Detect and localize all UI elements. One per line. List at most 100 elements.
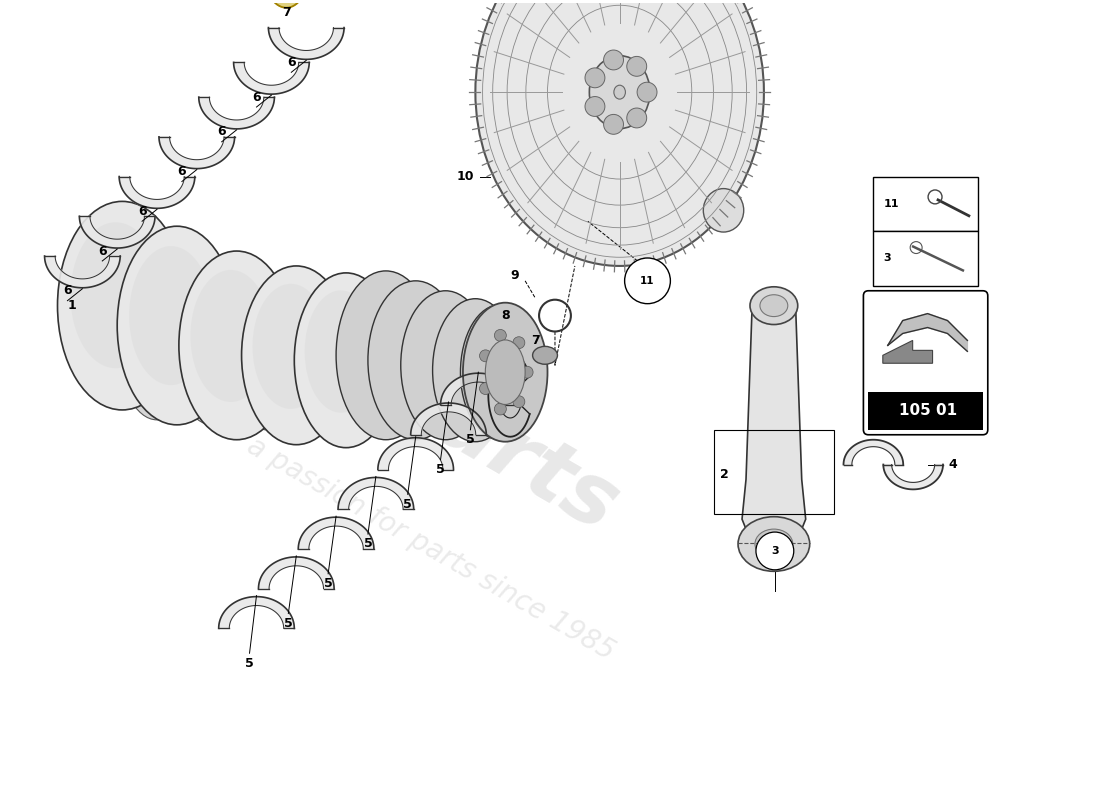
Polygon shape [268,28,344,59]
Polygon shape [883,341,933,363]
Polygon shape [488,354,530,437]
Text: europaarts: europaarts [129,210,632,550]
Circle shape [604,50,624,70]
Polygon shape [79,216,155,248]
Polygon shape [119,177,195,208]
Polygon shape [441,373,516,405]
Ellipse shape [738,517,810,571]
Circle shape [521,366,534,378]
Ellipse shape [174,276,250,425]
Ellipse shape [532,346,558,364]
Ellipse shape [750,286,798,325]
Ellipse shape [760,294,788,317]
Polygon shape [45,256,120,288]
Text: 6: 6 [218,126,226,138]
Ellipse shape [70,222,161,368]
Circle shape [604,114,624,134]
Ellipse shape [400,290,491,440]
Text: 7: 7 [530,334,539,347]
Circle shape [627,108,647,128]
Text: 3: 3 [883,254,891,263]
Ellipse shape [118,261,197,420]
Polygon shape [410,403,486,434]
Text: 2: 2 [719,468,728,481]
Text: 5: 5 [404,498,412,510]
Polygon shape [888,314,967,351]
Text: 6: 6 [177,165,186,178]
Circle shape [494,403,506,415]
Text: 5: 5 [437,463,444,476]
Ellipse shape [190,270,272,402]
Text: 5: 5 [466,434,475,446]
Text: 1: 1 [68,299,77,312]
Polygon shape [378,438,453,470]
Text: 11: 11 [640,276,654,286]
Ellipse shape [485,340,525,405]
Ellipse shape [432,298,518,442]
Bar [873,177,978,231]
Circle shape [637,82,657,102]
Text: 7: 7 [282,6,290,19]
Text: 105 01: 105 01 [899,403,957,418]
Ellipse shape [463,302,548,442]
Text: 6: 6 [287,56,296,69]
Text: 6: 6 [98,245,107,258]
Circle shape [585,97,605,117]
Text: 5: 5 [284,617,293,630]
Text: 8: 8 [500,309,509,322]
Text: 6: 6 [138,205,146,218]
Ellipse shape [118,226,236,425]
Text: 6: 6 [252,90,261,104]
Circle shape [625,258,670,304]
Bar [873,231,978,286]
Polygon shape [258,557,334,589]
Circle shape [513,337,525,349]
Text: 9: 9 [510,270,519,282]
Ellipse shape [461,305,540,440]
Ellipse shape [253,284,329,409]
Polygon shape [160,137,234,169]
Polygon shape [338,478,414,510]
FancyArrowPatch shape [766,314,782,516]
Polygon shape [883,465,943,490]
Bar [868,392,982,430]
Ellipse shape [295,273,398,448]
Polygon shape [219,597,295,629]
Text: 6: 6 [63,284,72,298]
Circle shape [627,57,647,76]
Text: 5: 5 [245,657,254,670]
Circle shape [494,330,506,342]
Circle shape [756,532,794,570]
Text: 11: 11 [883,199,899,209]
Ellipse shape [179,251,295,440]
Circle shape [480,350,492,362]
Text: 3: 3 [771,546,779,556]
Text: 10: 10 [456,170,474,183]
Polygon shape [264,0,311,8]
Circle shape [480,382,492,394]
Ellipse shape [755,529,793,559]
Ellipse shape [231,290,302,430]
Bar [714,430,834,514]
Ellipse shape [475,0,763,266]
Ellipse shape [305,290,377,413]
Polygon shape [199,97,274,129]
Ellipse shape [614,86,626,99]
Text: 5: 5 [323,578,332,590]
Ellipse shape [703,189,744,232]
Ellipse shape [367,281,463,440]
FancyBboxPatch shape [864,290,988,434]
Ellipse shape [242,266,351,445]
Text: 4: 4 [948,458,957,471]
Circle shape [513,396,525,408]
Text: a passion for parts since 1985: a passion for parts since 1985 [242,432,619,666]
Ellipse shape [57,202,187,410]
Polygon shape [233,62,309,94]
Ellipse shape [287,301,355,430]
Ellipse shape [590,56,650,129]
Polygon shape [742,310,805,544]
Ellipse shape [129,246,212,385]
Text: 5: 5 [363,538,372,550]
Polygon shape [844,440,903,465]
Polygon shape [298,517,374,549]
